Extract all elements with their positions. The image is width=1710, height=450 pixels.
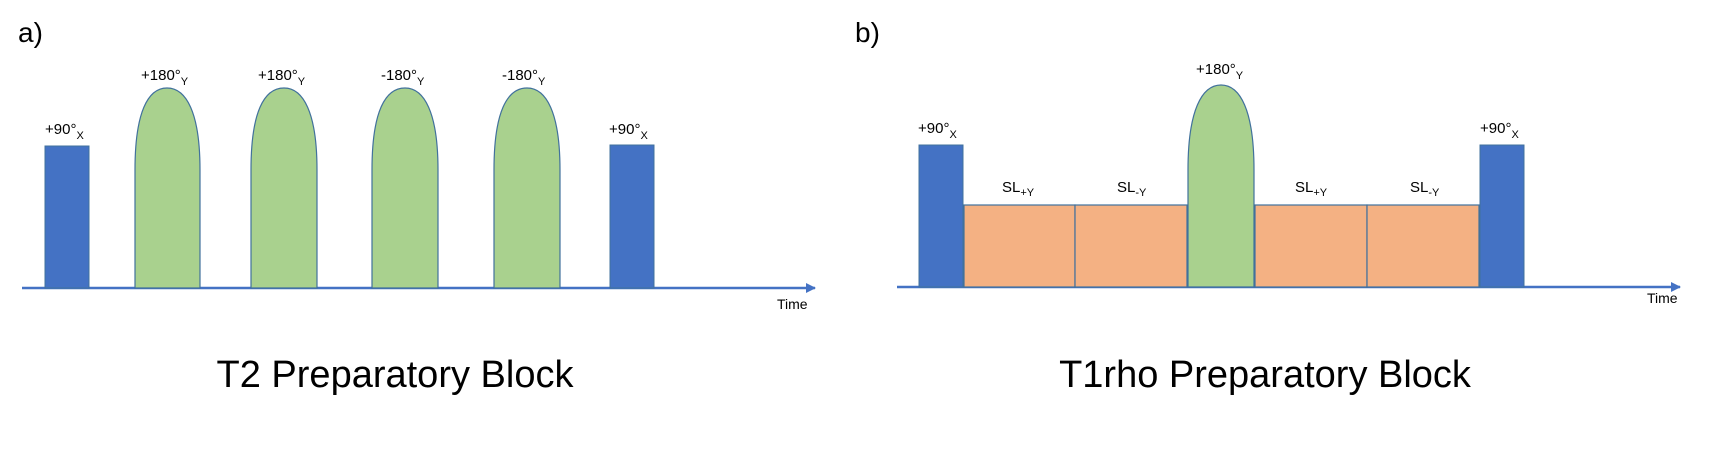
panel-b-excitation-pulse-2 xyxy=(1479,144,1525,288)
panel-b: b) Time +90°X SL+Y SL-Y +180°Y SL+Y SL-Y… xyxy=(855,17,1681,396)
panel-a-pulse-label-5: -180°Y xyxy=(502,67,546,88)
panel-b-pulse-label-7: +90°X xyxy=(1480,120,1519,141)
panel-a-excitation-pulse-1 xyxy=(44,145,90,289)
panel-a-pulse-label-6: +90°X xyxy=(609,121,648,142)
panel-a-pulse-label-2: +180°Y xyxy=(141,67,189,88)
panel-b-pulse-label-1: +90°X xyxy=(918,120,957,141)
panel-b-time-label: Time xyxy=(1647,290,1678,306)
panel-b-title: T1rho Preparatory Block xyxy=(1059,354,1472,396)
panel-a-time-label: Time xyxy=(777,296,808,312)
panel-b-spinlock-block-3 xyxy=(1254,204,1368,288)
panel-a-pulse-label-3: +180°Y xyxy=(258,67,306,88)
panel-a-refocus-pulse-3 xyxy=(371,87,439,289)
panel-a-letter: a) xyxy=(18,17,43,48)
panel-b-spinlock-block-4 xyxy=(1366,204,1480,288)
panel-a: a) Time +90°X +180°Y +180°Y -180°Y -180°… xyxy=(18,17,816,396)
panel-b-excitation-pulse-1 xyxy=(918,144,964,288)
panel-b-pulse-label-6: SL-Y xyxy=(1410,179,1440,199)
panel-b-pulse-label-2: SL+Y xyxy=(1002,179,1035,199)
panel-b-pulse-label-5: SL+Y xyxy=(1295,179,1328,199)
panel-b-refocus-pulse xyxy=(1187,84,1255,288)
panel-b-letter: b) xyxy=(855,17,880,48)
panel-b-spinlock-block-2 xyxy=(1074,204,1188,288)
panel-a-refocus-pulse-2 xyxy=(250,87,318,289)
panel-a-title: T2 Preparatory Block xyxy=(217,354,575,396)
panel-b-spinlock-block-1 xyxy=(963,204,1076,288)
panel-a-excitation-pulse-2 xyxy=(609,144,655,289)
panel-b-pulse-label-4: +180°Y xyxy=(1196,61,1244,82)
panel-a-pulse-label-4: -180°Y xyxy=(381,67,425,88)
panel-b-pulse-label-3: SL-Y xyxy=(1117,179,1147,199)
panel-a-pulse-label-1: +90°X xyxy=(45,121,84,142)
panel-a-refocus-pulse-4 xyxy=(493,87,561,289)
panel-a-refocus-pulse-1 xyxy=(134,87,201,289)
